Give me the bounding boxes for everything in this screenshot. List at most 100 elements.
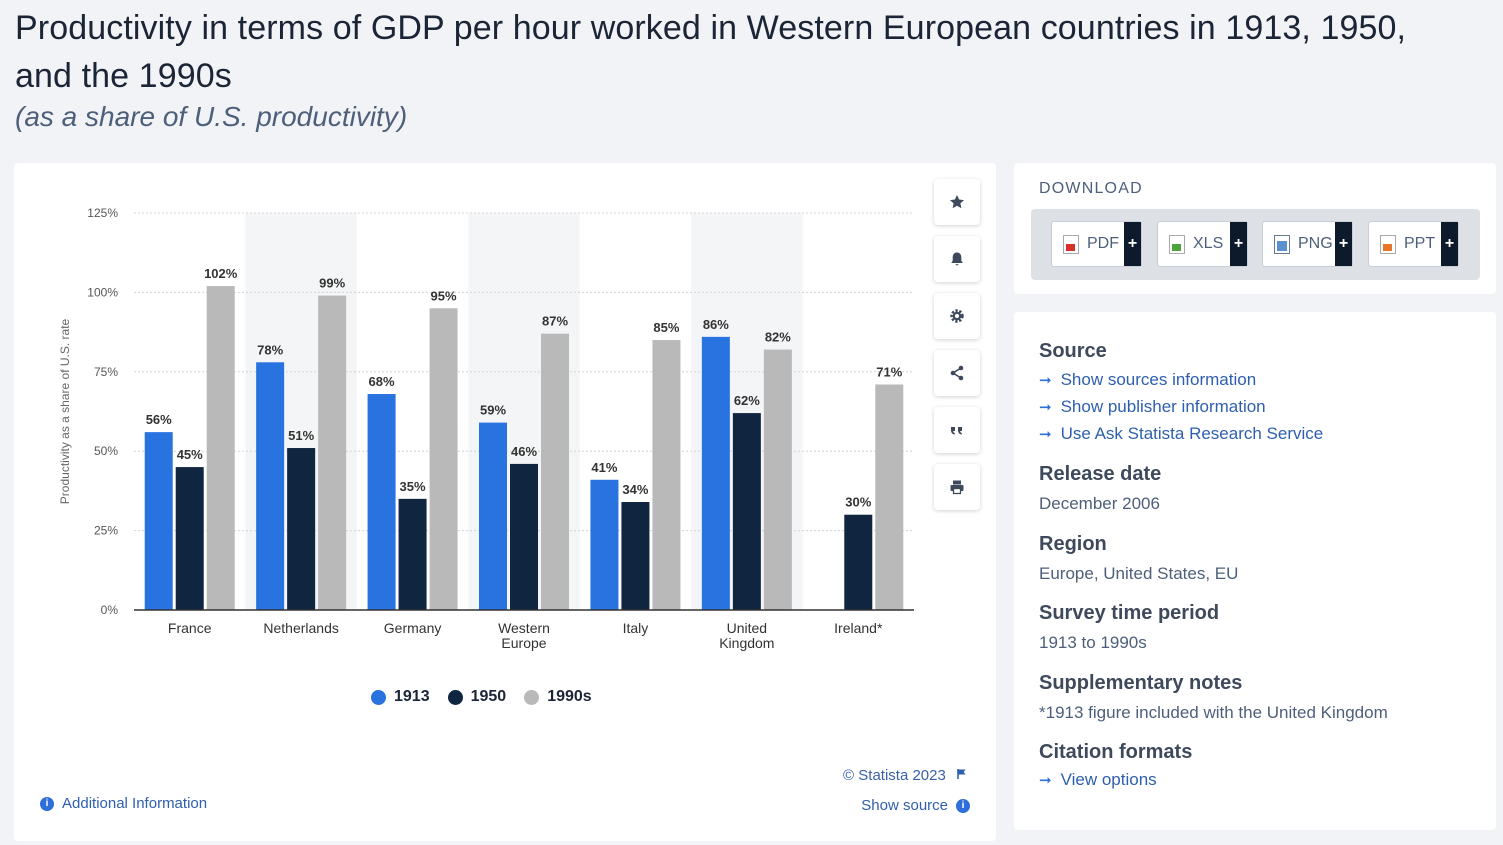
xls-icon [1169, 234, 1185, 254]
legend-label-1913: 1913 [394, 688, 430, 705]
y-tick-label: 100% [87, 285, 118, 299]
copyright-link[interactable]: © Statista 2023 [843, 767, 968, 784]
show-sources-link[interactable]: ➞ Show sources information [1039, 370, 1256, 390]
show-sources-text: Show sources information [1060, 370, 1257, 389]
legend-swatch-1913 [371, 689, 386, 705]
ask-statista-text: Use Ask Statista Research Service [1060, 424, 1324, 443]
release-date-value: December 2006 [1039, 494, 1160, 513]
show-publisher-text: Show publisher information [1060, 397, 1266, 416]
bar [175, 467, 204, 610]
legend-item-1913[interactable]: 1913 [371, 688, 430, 706]
bar [510, 463, 538, 610]
x-tick-label: United [727, 620, 767, 636]
data-label: 68% [369, 374, 395, 389]
bar [541, 333, 569, 610]
x-tick-label: Germany [384, 620, 442, 636]
download-png-label: PNG [1298, 235, 1333, 252]
share-button[interactable] [934, 350, 980, 396]
legend-item-1950[interactable]: 1950 [447, 688, 507, 706]
x-tick-label: Ireland* [834, 620, 883, 636]
x-tick-label: France [168, 620, 212, 636]
release-date-heading: Release date [1039, 463, 1162, 485]
data-label: 82% [765, 330, 791, 345]
download-png-button[interactable]: PNG + [1262, 221, 1353, 267]
x-tick-label: Italy [623, 620, 649, 636]
show-source-text: Show source [861, 797, 948, 814]
citation-formats-heading: Citation formats [1039, 741, 1193, 763]
arrow-right-icon: ➞ [1039, 372, 1052, 389]
view-options-link[interactable]: ➞ View options [1039, 770, 1157, 790]
legend-label-1990s: 1990s [547, 688, 592, 705]
legend-swatch-1950 [447, 689, 463, 705]
chart-card: 0% 25% 50% 75% 100% 125% Productivity as a sha… [14, 163, 996, 841]
gear-icon [950, 309, 964, 323]
download-ppt-button[interactable]: PPT + [1368, 221, 1459, 267]
chart-legend: 1913 1950 1990s [371, 688, 592, 706]
settings-button[interactable] [934, 293, 980, 339]
download-ppt-label: PPT [1404, 235, 1436, 252]
copyright-text: © Statista 2023 [843, 767, 946, 784]
region-value: Europe, United States, EU [1039, 564, 1239, 583]
statistic-info-panel: Source ➞ Show sources information ➞ Show… [1014, 312, 1496, 830]
download-xls-label: XLS [1193, 235, 1224, 252]
plus-icon: + [1335, 222, 1352, 266]
bar [429, 308, 458, 610]
y-tick-label: 75% [94, 365, 118, 379]
bar [206, 286, 235, 610]
show-publisher-link[interactable]: ➞ Show publisher information [1039, 397, 1266, 417]
arrow-right-icon: ➞ [1039, 399, 1052, 416]
download-title: DOWNLOAD [1039, 180, 1143, 197]
y-tick-label: 0% [101, 603, 119, 617]
ask-statista-link[interactable]: ➞ Use Ask Statista Research Service [1039, 424, 1323, 444]
data-label: 87% [542, 314, 568, 329]
data-label: 59% [480, 403, 506, 418]
region-heading: Region [1039, 533, 1107, 555]
arrow-right-icon: ➞ [1039, 426, 1052, 443]
ppt-icon [1380, 234, 1396, 254]
notification-button[interactable] [934, 236, 980, 282]
legend-label-1950: 1950 [470, 688, 507, 705]
info-icon: i [956, 798, 970, 813]
print-button[interactable] [934, 464, 980, 510]
bar [367, 394, 396, 610]
page-subtitle: (as a share of U.S. productivity) [15, 101, 408, 132]
data-label: 30% [845, 495, 871, 510]
x-tick-label: Europe [501, 635, 546, 651]
y-axis-label: Productivity as a share of U.S. rate [58, 318, 72, 504]
data-label: 95% [431, 288, 457, 303]
cite-button[interactable] [934, 407, 980, 453]
y-tick-label: 50% [94, 444, 118, 458]
download-buttons: PDF + XLS + PNG + PPT + [1031, 209, 1480, 280]
bar [732, 413, 761, 610]
bar [398, 498, 427, 610]
bar [144, 432, 173, 610]
source-heading: Source [1039, 340, 1107, 362]
favorite-button[interactable] [934, 179, 980, 225]
star-icon [950, 195, 964, 209]
info-icon: i [40, 796, 54, 811]
download-pdf-button[interactable]: PDF + [1051, 221, 1142, 267]
data-label: 46% [511, 444, 537, 459]
supplementary-notes-heading: Supplementary notes [1039, 672, 1243, 694]
download-pdf-label: PDF [1087, 235, 1119, 252]
survey-period-heading: Survey time period [1039, 602, 1220, 624]
view-options-text: View options [1060, 770, 1157, 789]
additional-information-link[interactable]: i Additional Information [40, 795, 207, 812]
bar [287, 448, 316, 610]
pdf-icon [1063, 234, 1079, 254]
bar [701, 336, 730, 610]
bar [479, 422, 507, 610]
y-tick-label: 25% [94, 524, 118, 538]
bar [844, 514, 873, 610]
show-source-link[interactable]: Show source i [861, 797, 970, 814]
data-label: 51% [288, 428, 314, 443]
download-panel: DOWNLOAD PDF + XLS + PNG + PPT + [1014, 163, 1496, 294]
survey-period-value: 1913 to 1990s [1039, 633, 1147, 652]
bell-icon [951, 252, 963, 266]
bar [652, 340, 681, 610]
print-icon [950, 480, 964, 495]
legend-item-1990s[interactable]: 1990s [524, 688, 592, 706]
data-label: 86% [703, 317, 729, 332]
download-xls-button[interactable]: XLS + [1157, 221, 1248, 267]
flag-icon [957, 769, 966, 779]
